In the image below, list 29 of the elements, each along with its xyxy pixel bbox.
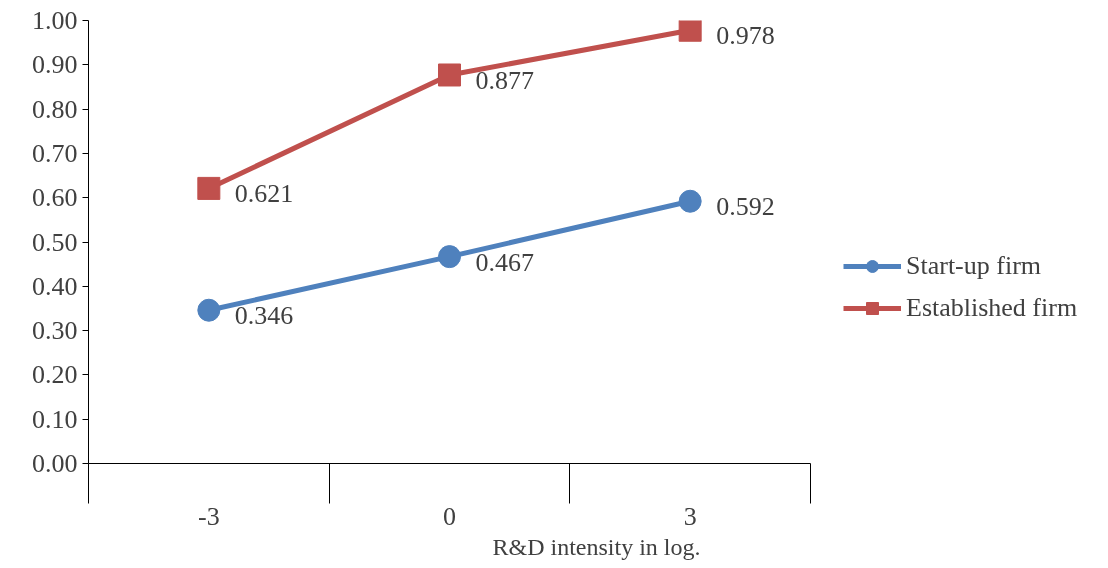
y-tick-label: 0.70	[32, 138, 78, 168]
y-tick-label: 0.90	[32, 50, 78, 80]
data-label: 0.877	[475, 65, 534, 95]
y-tick-label: 0.80	[32, 94, 78, 124]
y-tick-label: 0.00	[32, 449, 78, 478]
point	[197, 298, 221, 322]
y-tick-label: 0.40	[32, 271, 78, 301]
data-label: 0.592	[716, 192, 775, 222]
x-axis-title: R&D intensity in log.	[492, 533, 701, 560]
point	[197, 176, 221, 200]
data-label: 0.346	[234, 301, 294, 331]
y-tick-label: 1.00	[32, 6, 78, 35]
point	[438, 63, 461, 87]
y-tick-label: 0.50	[32, 227, 78, 257]
y-tick-label: 0.60	[32, 183, 78, 213]
data-label: 0.978	[716, 21, 775, 51]
x-tick-label: 3	[683, 501, 697, 531]
y-tick-label: 0.20	[32, 360, 78, 390]
legend-label: Established firm	[906, 293, 1078, 323]
x-tick-label: 0	[443, 501, 456, 531]
y-tick-label: 0.10	[32, 404, 78, 434]
y-tick-label: 0.30	[32, 316, 78, 346]
x-tick-label: -3	[198, 501, 220, 531]
legend-label: Start-up firm	[906, 251, 1042, 281]
point	[678, 20, 702, 42]
point	[438, 245, 461, 269]
data-label: 0.467	[475, 247, 534, 277]
data-label: 0.621	[234, 179, 294, 209]
point	[678, 189, 702, 213]
